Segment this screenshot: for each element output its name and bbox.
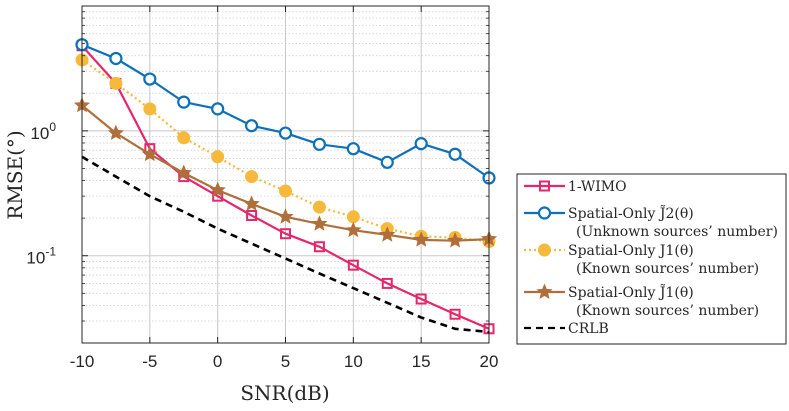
legend-label: Spatial-Only J̃2(θ) <box>568 204 694 222</box>
x-tick-label: 20 <box>480 352 499 371</box>
series-3 <box>73 96 498 248</box>
data-point <box>211 150 225 164</box>
x-tick-label: 15 <box>412 352 431 371</box>
data-point <box>311 215 328 231</box>
axis-ticks <box>81 6 490 344</box>
x-tick-label: -10 <box>70 352 95 371</box>
data-point <box>345 221 362 238</box>
data-point <box>143 102 157 116</box>
data-point <box>346 142 360 156</box>
data-point <box>448 147 462 161</box>
y-tick-label: 100 <box>30 120 56 143</box>
data-point <box>278 126 293 140</box>
data-point <box>380 155 394 169</box>
data-point <box>277 208 294 224</box>
data-point <box>447 232 464 248</box>
data-point <box>109 76 123 90</box>
legend-entry: CRLB <box>524 321 609 337</box>
x-tick-label: -5 <box>142 352 157 371</box>
data-point <box>141 145 158 162</box>
legend-marker <box>539 180 550 192</box>
y-axis-label: RMSE(°) <box>3 130 27 219</box>
data-point <box>245 170 259 184</box>
legend-entry: Spatial-Only J̃1(θ) (Known sources’ numbe… <box>524 283 759 319</box>
data-point <box>143 72 157 86</box>
x-tick-label: 0 <box>213 352 222 371</box>
y-tick-label: 10-1 <box>26 245 56 268</box>
data-point <box>347 259 359 271</box>
data-point <box>175 164 192 180</box>
series-layer <box>73 38 498 335</box>
legend-entry: 1-WIMO <box>524 179 627 195</box>
legend-label: CRLB <box>568 321 609 337</box>
x-tick-label: 5 <box>281 352 290 371</box>
series-4 <box>81 155 490 334</box>
legend-sublabel: (Known sources’ number) <box>576 303 759 319</box>
data-point <box>209 181 226 198</box>
data-point <box>414 137 428 151</box>
data-point <box>379 226 396 242</box>
legend-marker <box>536 283 553 299</box>
series-line <box>81 155 490 334</box>
data-point <box>449 308 461 320</box>
data-point <box>109 51 123 66</box>
legend-label: Spatial-Only J1(θ) <box>568 243 694 259</box>
legend-entry: Spatial-Only J̃2(θ) (Unknown sources’ num… <box>524 204 778 240</box>
data-point <box>211 102 225 116</box>
legend-label: Spatial-Only J̃1(θ) <box>568 283 694 301</box>
data-point <box>279 184 292 198</box>
y-tick-labels: 10-1 100 <box>26 120 56 268</box>
data-point <box>312 137 327 151</box>
data-point <box>313 241 325 253</box>
x-axis-label: SNR(dB) <box>240 381 329 405</box>
data-point <box>246 209 258 221</box>
legend-marker <box>537 206 552 220</box>
data-point <box>243 195 260 211</box>
data-point <box>413 231 430 247</box>
legend-box <box>516 173 787 345</box>
legend-sublabel: (Unknown sources’ number) <box>576 224 778 240</box>
data-point <box>244 119 259 133</box>
data-point <box>177 95 191 109</box>
data-point <box>280 228 291 240</box>
legend-sublabel: (Known sources’ number) <box>576 261 759 277</box>
data-point <box>381 277 393 289</box>
x-tick-label: 10 <box>344 352 363 371</box>
legend-entry: Spatial-Only J1(θ) (Known sources’ number… <box>524 243 759 277</box>
data-point <box>312 200 326 214</box>
data-point <box>346 210 360 224</box>
legend-marker <box>538 243 551 257</box>
data-point <box>107 124 124 140</box>
data-point <box>177 131 191 145</box>
legend: 1-WIMO Spatial-Only J̃2(θ) (Unknown source… <box>516 173 787 345</box>
data-point <box>415 293 427 305</box>
x-tick-labels: -10 -5 0 5 10 15 20 <box>70 352 499 371</box>
legend-label: 1-WIMO <box>568 179 627 195</box>
